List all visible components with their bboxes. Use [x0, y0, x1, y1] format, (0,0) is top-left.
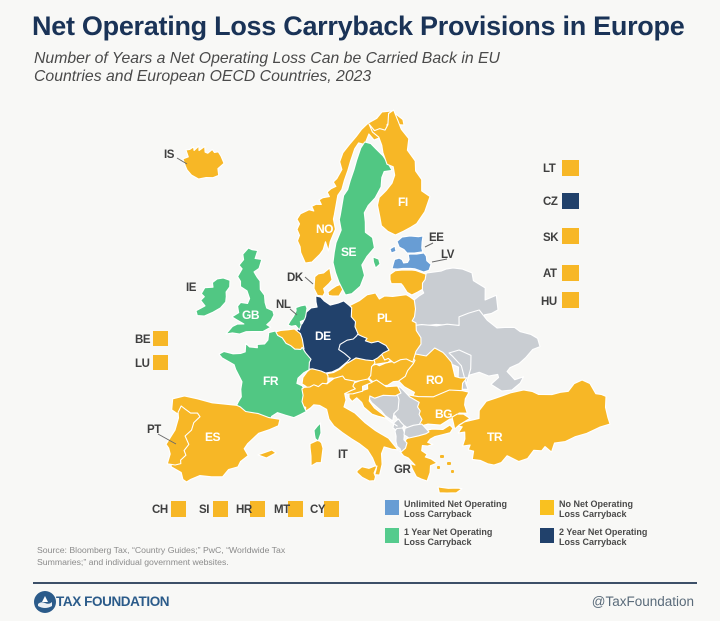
svg-text:FI: FI [398, 195, 408, 209]
svg-text:IT: IT [338, 449, 348, 461]
svg-text:SI: SI [199, 504, 209, 516]
svg-text:IE: IE [186, 282, 197, 294]
svg-text:CY: CY [310, 504, 326, 516]
svg-text:BG: BG [435, 407, 452, 421]
svg-text:SE: SE [341, 245, 357, 259]
svg-text:HR: HR [236, 504, 253, 516]
svg-text:CZ: CZ [543, 196, 558, 208]
svg-text:CH: CH [152, 504, 168, 516]
svg-text:GR: GR [394, 464, 412, 476]
svg-text:ES: ES [205, 430, 221, 444]
svg-text:BE: BE [135, 334, 151, 346]
svg-text:FR: FR [263, 374, 279, 388]
svg-text:AT: AT [543, 268, 557, 280]
svg-text:RO: RO [426, 373, 443, 387]
svg-text:NO: NO [316, 222, 333, 236]
svg-text:TR: TR [487, 430, 503, 444]
svg-text:NL: NL [276, 299, 291, 311]
svg-text:LT: LT [543, 163, 556, 175]
svg-text:DE: DE [315, 329, 331, 343]
svg-text:EE: EE [429, 232, 444, 244]
svg-text:DK: DK [287, 272, 304, 284]
svg-text:SK: SK [543, 232, 559, 244]
svg-text:GB: GB [242, 308, 260, 322]
svg-text:HU: HU [541, 296, 557, 308]
svg-text:MT: MT [274, 504, 290, 516]
svg-text:PL: PL [377, 311, 392, 325]
svg-text:IS: IS [164, 149, 175, 161]
svg-text:LU: LU [135, 358, 150, 370]
svg-text:PT: PT [147, 424, 161, 436]
svg-text:LV: LV [441, 249, 455, 261]
